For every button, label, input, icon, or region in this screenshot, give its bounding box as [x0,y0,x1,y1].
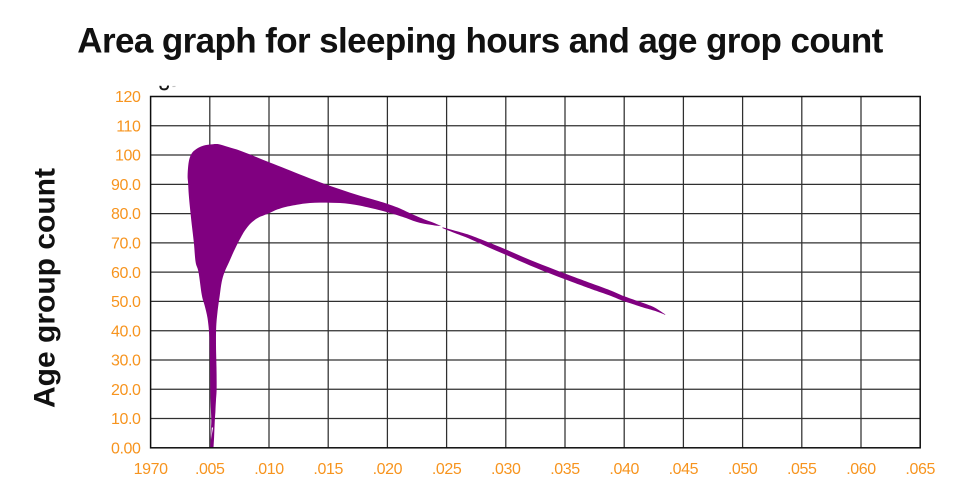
svg-text:.020: .020 [373,461,403,478]
svg-text:60.0: 60.0 [111,265,141,282]
svg-text:80.0: 80.0 [111,206,141,223]
svg-text:.050: .050 [728,461,758,478]
svg-text:.045: .045 [669,461,699,478]
svg-text:.025: .025 [432,461,462,478]
svg-text:.030: .030 [491,461,521,478]
svg-text:.010: .010 [254,461,284,478]
svg-text:Age group count: Age group count [29,168,62,408]
svg-text:90.0: 90.0 [111,177,141,194]
svg-text:.015: .015 [313,461,343,478]
svg-text:50.0: 50.0 [111,294,141,311]
svg-text:.060: .060 [846,461,876,478]
svg-text:120: 120 [115,89,141,106]
svg-text:10.0: 10.0 [111,411,141,428]
svg-text:.055: .055 [787,461,817,478]
svg-text:Area graph for sleeping hours: Area graph for sleeping hours and age gr… [77,22,883,61]
svg-text:110: 110 [116,118,141,135]
svg-text:0.00: 0.00 [111,440,141,457]
svg-text:1970: 1970 [134,461,168,478]
svg-text:40.0: 40.0 [111,323,141,340]
svg-text:.065: .065 [905,461,935,478]
svg-text:.035: .035 [550,461,580,478]
svg-text:.005: .005 [195,461,225,478]
svg-text:20.0: 20.0 [111,382,141,399]
svg-text:.040: .040 [609,461,639,478]
svg-text:100: 100 [115,148,141,165]
svg-text:30.0: 30.0 [111,353,141,370]
svg-text:70.0: 70.0 [111,235,141,252]
